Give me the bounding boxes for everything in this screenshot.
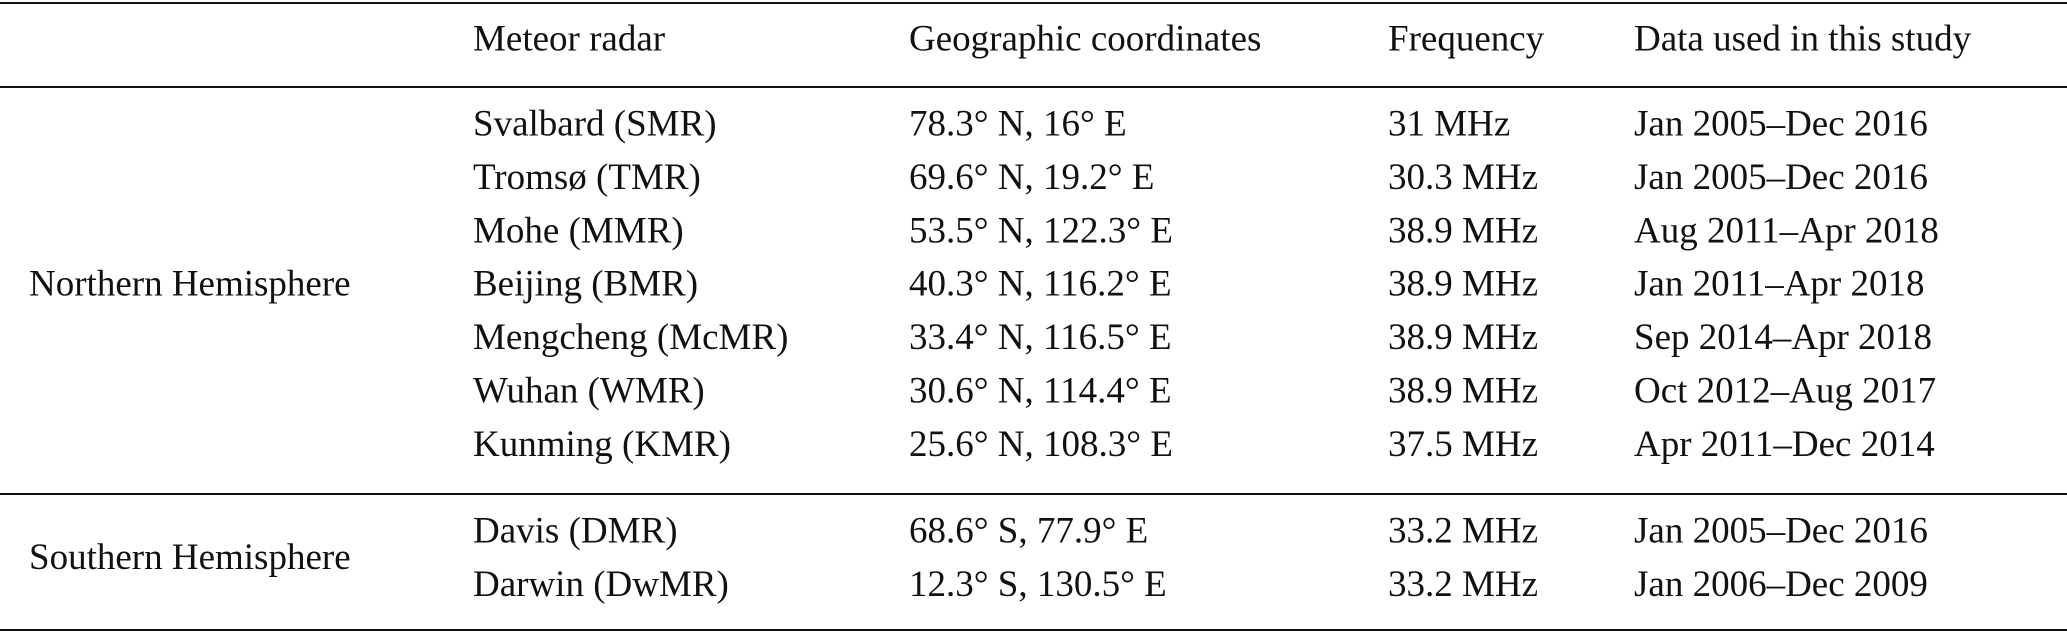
cell: 38.9 MHz [1388,370,1538,411]
cell: 33.2 MHz [1388,510,1538,551]
cell: Darwin (DwMR) [473,564,729,605]
header-cell: Geographic coordinates [909,18,1261,59]
cell: Jan 2005–Dec 2016 [1634,103,1928,144]
cell: Svalbard (SMR) [473,103,717,144]
cell: Tromsø (TMR) [473,157,701,198]
cell: 68.6° S, 77.9° E [909,510,1148,551]
cell: Mohe (MMR) [473,210,684,251]
cell: 38.9 MHz [1388,210,1538,251]
cell: 38.9 MHz [1388,317,1538,358]
cell: Wuhan (WMR) [473,370,705,411]
header-cell: Data used in this study [1634,18,1972,59]
cell: 12.3° S, 130.5° E [909,564,1167,605]
cell: Mengcheng (McMR) [473,317,788,358]
cell: Apr 2011–Dec 2014 [1634,424,1935,465]
header-cell: Meteor radar [473,18,665,59]
cell: Beijing (BMR) [473,264,698,305]
cell: 38.9 MHz [1388,264,1538,305]
cell: Aug 2011–Apr 2018 [1634,210,1939,251]
group-label: Southern Hemisphere [29,537,351,578]
cell: 37.5 MHz [1388,424,1538,465]
cell: 78.3° N, 16° E [909,103,1127,144]
cell: Davis (DMR) [473,510,678,551]
cell: 31 MHz [1388,103,1510,144]
cell: Jan 2011–Apr 2018 [1634,264,1925,305]
cell: 40.3° N, 116.2° E [909,264,1172,305]
cell: Jan 2006–Dec 2009 [1634,564,1928,605]
cell: 69.6° N, 19.2° E [909,157,1154,198]
cell: Jan 2005–Dec 2016 [1634,157,1928,198]
cell: 53.5° N, 122.3° E [909,210,1173,251]
cell: 25.6° N, 108.3° E [909,424,1173,465]
cell: Oct 2012–Aug 2017 [1634,370,1936,411]
cell: Sep 2014–Apr 2018 [1634,317,1932,358]
cell: 33.4° N, 116.5° E [909,317,1172,358]
group-label: Northern Hemisphere [29,264,351,305]
cell: 33.2 MHz [1388,564,1538,605]
cell: 30.3 MHz [1388,157,1538,198]
header-cell: Frequency [1388,18,1545,59]
cell: Jan 2005–Dec 2016 [1634,510,1928,551]
cell: Kunming (KMR) [473,424,731,465]
cell: 30.6° N, 114.4° E [909,370,1172,411]
